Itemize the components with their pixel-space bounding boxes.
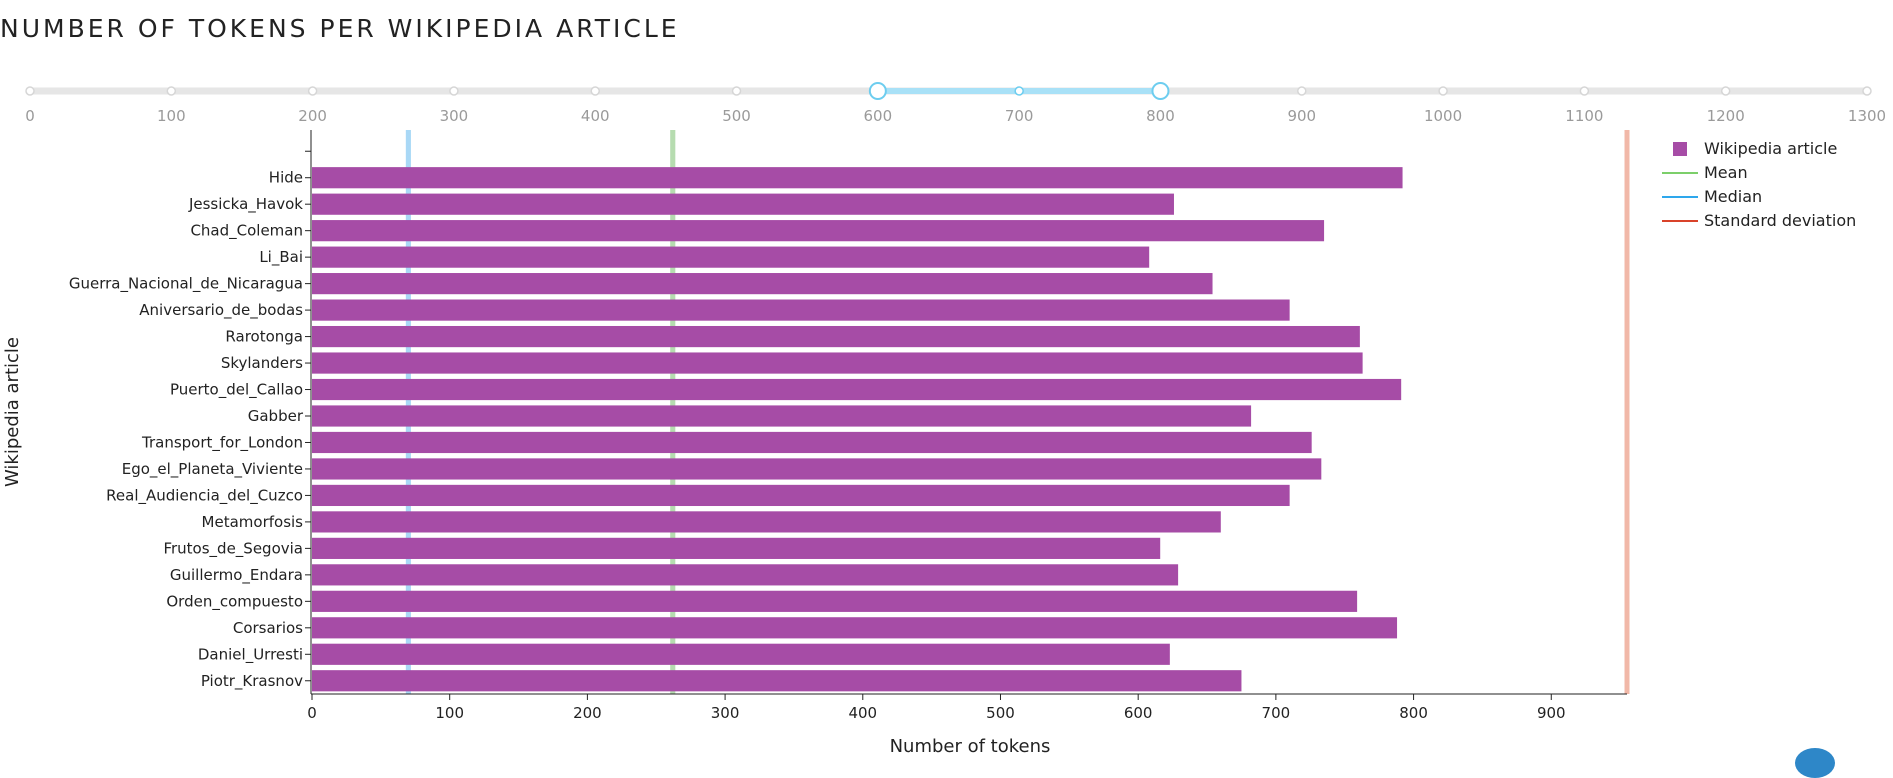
bar <box>312 167 1403 189</box>
slider-step-dot <box>1297 86 1307 96</box>
y-axis: Hide Jessicka_Havok Chad_Coleman Li_Bai Guer… <box>69 130 312 694</box>
slider-step-dot <box>1720 86 1731 96</box>
x-tick-label: 500 <box>986 704 1015 722</box>
slider-tick-label: 300 <box>440 107 469 125</box>
x-tick-label: 300 <box>711 704 740 722</box>
x-tick-label: 600 <box>1124 704 1153 722</box>
slider-step-dot <box>449 86 459 96</box>
bar <box>312 484 1290 507</box>
legend: Wikipedia article Mean Median Standard devi… <box>1662 139 1856 230</box>
y-tick-label: Chad_Coleman <box>190 222 303 241</box>
slider-tick-label: 1200 <box>1707 107 1745 125</box>
bar <box>312 193 1174 215</box>
slider-tick-label: 200 <box>298 107 327 125</box>
bar <box>312 220 1325 242</box>
legend-label: Median <box>1704 187 1762 206</box>
bar <box>312 325 1360 348</box>
y-tick-label: Puerto_del_Callao <box>170 381 303 400</box>
y-tick-label: Li_Bai <box>259 248 303 267</box>
slider-step-dot <box>590 86 600 96</box>
x-tick-label: 800 <box>1399 704 1428 722</box>
slider-step-dot <box>166 86 177 96</box>
slider-tick-label: 100 <box>157 107 186 125</box>
slider-step-dot <box>307 86 318 96</box>
legend-label: Mean <box>1704 163 1748 182</box>
x-tick-label: 900 <box>1537 704 1566 722</box>
y-tick-label: Corsarios <box>233 619 303 637</box>
range-slider[interactable]: 0 100 200 300 400 500 600 700 800 900 1000 1100 1200… <box>25 82 1886 125</box>
bar <box>312 458 1322 480</box>
slider-tick-label: 800 <box>1146 107 1175 125</box>
legend-swatch <box>1673 142 1687 156</box>
y-tick-label: Guillermo_Endara <box>170 566 303 585</box>
slider-step-dot <box>1862 86 1872 96</box>
bar <box>312 617 1398 639</box>
slider-tick-label: 600 <box>864 107 893 125</box>
x-tick-label: 200 <box>573 704 602 722</box>
slider-tick-label: 500 <box>722 107 751 125</box>
y-tick-label: Aniversario_de_bodas <box>139 301 303 320</box>
y-tick-label: Metamorfosis <box>202 513 304 531</box>
x-tick-label: 400 <box>848 704 877 722</box>
slider-tick-label: 400 <box>581 107 610 125</box>
chart-canvas: 0 100 200 300 400 500 600 700 800 900 1000 1100 1200… <box>2 82 1886 757</box>
bar <box>312 564 1179 586</box>
bar <box>312 590 1358 612</box>
scroll-indicator <box>1795 748 1835 778</box>
slider-step-dot <box>731 86 742 96</box>
plot-area: Hide Jessicka_Havok Chad_Coleman Li_Bai Guer… <box>69 130 1630 722</box>
y-tick-label: Transport_for_London <box>141 433 303 452</box>
x-axis-title: Number of tokens <box>890 736 1051 757</box>
y-tick-label: Frutos_de_Segovia <box>163 539 303 558</box>
slider-step-dot <box>1438 86 1448 96</box>
slider-handle-max[interactable] <box>1151 82 1170 100</box>
bar <box>312 670 1242 692</box>
x-axis: 0 100 200 300 400 500 600 700 800 900 <box>307 693 1627 722</box>
bar <box>312 511 1221 533</box>
y-tick-label: Guerra_Nacional_de_Nicaragua <box>69 275 303 294</box>
y-tick-label: Real_Audiencia_del_Cuzco <box>106 486 303 505</box>
bar <box>312 352 1363 374</box>
y-tick-label: Hide <box>269 169 303 187</box>
y-tick-label: Orden_compuesto <box>166 592 303 611</box>
slider-tick-label: 1000 <box>1424 107 1462 125</box>
legend-label: Standard deviation <box>1704 211 1856 230</box>
slider-tick-label: 1100 <box>1565 107 1603 125</box>
slider-step-dot <box>1579 86 1590 96</box>
bar <box>312 643 1170 665</box>
bar <box>312 273 1213 295</box>
y-tick-label: Skylanders <box>221 354 303 372</box>
y-tick-label: Jessicka_Havok <box>188 195 303 214</box>
x-tick-label: 100 <box>435 704 464 722</box>
bar <box>312 299 1290 321</box>
slider-tick-label: 0 <box>25 107 35 125</box>
slider-tick-label: 700 <box>1005 107 1034 125</box>
y-tick-label: Gabber <box>248 407 304 425</box>
slider-tick-label: 900 <box>1287 107 1316 125</box>
y-tick-label: Daniel_Urresti <box>198 645 303 664</box>
y-tick-label: Piotr_Krasnov <box>201 672 303 691</box>
x-tick-label: 0 <box>307 704 317 722</box>
slider-step-dot <box>25 86 35 96</box>
y-tick-label: Ego_el_Planeta_Viviente <box>122 460 303 479</box>
x-tick-label: 700 <box>1262 704 1291 722</box>
bar <box>312 378 1402 401</box>
bar <box>312 246 1150 268</box>
y-tick-label: Rarotonga <box>225 328 303 346</box>
bar <box>312 431 1312 454</box>
bar <box>312 537 1161 559</box>
legend-label: Wikipedia article <box>1704 139 1837 158</box>
slider-step-dot <box>1014 86 1024 96</box>
slider-tick-label: 1300 <box>1848 107 1886 125</box>
bars <box>312 167 1403 692</box>
y-axis-title: Wikipedia article <box>2 337 23 487</box>
slider-handle-min[interactable] <box>868 82 887 100</box>
chart-title: NUMBER OF TOKENS PER WIKIPEDIA ARTICLE <box>0 14 680 43</box>
bar <box>312 405 1252 427</box>
